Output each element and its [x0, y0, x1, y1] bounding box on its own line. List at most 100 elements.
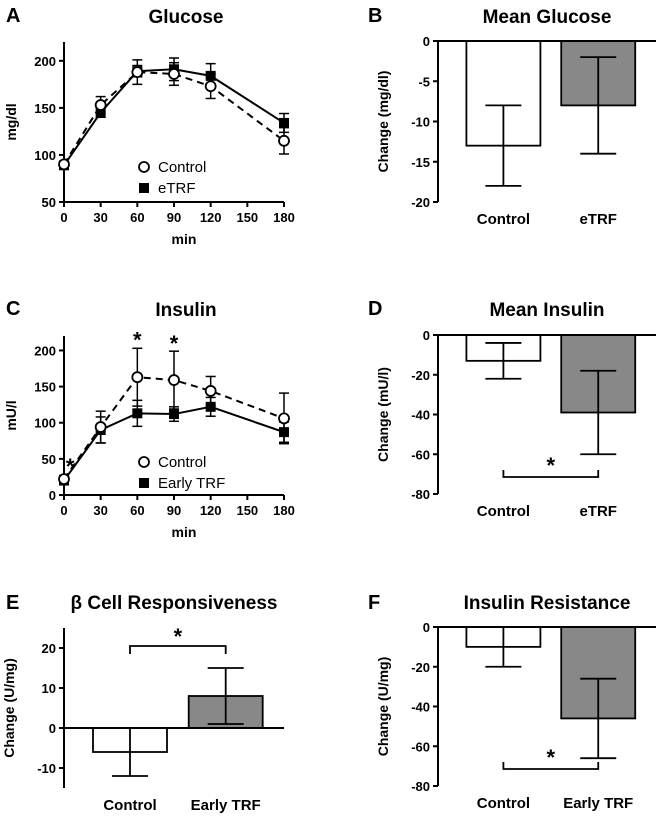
chart-title: Mean Insulin [489, 300, 604, 321]
y-tick-label: -40 [411, 700, 430, 715]
y-tick-label: 0 [423, 620, 430, 635]
y-tick-label: 0 [49, 488, 56, 503]
data-point [278, 134, 290, 147]
significance-bracket: * [502, 745, 600, 770]
series-control [58, 347, 290, 486]
data-point [204, 385, 217, 397]
data-point [169, 409, 179, 420]
series-line [63, 405, 285, 482]
x-tick-label: 60 [130, 210, 144, 225]
data-point [205, 401, 216, 412]
legend-marker [139, 478, 149, 488]
y-tick-label: 200 [34, 343, 56, 358]
significance-star: * [547, 453, 556, 478]
significance-bracket: * [502, 453, 600, 478]
bracket-line [502, 762, 600, 770]
significance-star: * [66, 454, 75, 479]
legend-item: eTRF [139, 180, 196, 197]
legend-marker [138, 456, 150, 468]
chart-panel-c: C Insulin 0 50 100 150 200 0 30 60 90 120 150 180 min m… [3, 298, 295, 540]
data-point [132, 408, 143, 419]
y-tick-label: 0 [49, 721, 56, 736]
panel-letter: F [368, 592, 380, 614]
x-tick-label: 30 [93, 210, 107, 225]
chart-title: Insulin [155, 300, 216, 321]
y-tick-label: 150 [34, 380, 56, 395]
y-tick-label: -80 [411, 779, 430, 794]
y-tick-label: 100 [34, 416, 56, 431]
chart-title: Glucose [149, 7, 224, 28]
x-tick-label: 120 [200, 210, 222, 225]
data-point [278, 412, 290, 425]
category-label: Early TRF [563, 795, 633, 812]
chart-panel-b: B Mean Glucose 0 -5 -10 -15 -20 Change (mg/dl) C… [368, 5, 656, 228]
category-label: Control [477, 795, 530, 812]
panel-letter: B [368, 5, 382, 27]
y-tick-label: 20 [42, 641, 56, 656]
y-tick-label: -20 [411, 195, 430, 210]
panel-letter: A [6, 5, 20, 27]
data-point [131, 371, 144, 384]
y-tick-label: -60 [411, 739, 430, 754]
y-axis-label: Change (mU/l) [375, 367, 391, 462]
category-label: eTRF [579, 211, 617, 228]
legend-label: eTRF [158, 180, 196, 197]
x-tick-label: 180 [273, 503, 295, 518]
legend-item: Control [138, 454, 206, 471]
data-point [279, 117, 289, 128]
panel-letter: C [6, 298, 20, 320]
y-tick-label: 200 [34, 54, 56, 69]
significance-bracket: * [129, 624, 227, 654]
category-label: Control [103, 797, 156, 814]
chart-panel-f: F Insulin Resistance 0 -20 -40 -60 -80 Change (… [368, 592, 656, 812]
x-axis-label: min [172, 231, 197, 247]
data-point [58, 158, 70, 171]
legend-item: Control [138, 159, 206, 176]
y-axis-label: mU/l [3, 400, 19, 430]
y-tick-label: -20 [411, 368, 430, 383]
y-tick-label: -5 [418, 74, 430, 89]
y-axis-label: Change (U/mg) [375, 657, 391, 757]
y-tick-label: -15 [411, 155, 430, 170]
x-tick-label: 150 [236, 503, 258, 518]
y-tick-label: 10 [42, 681, 56, 696]
y-tick-label: -60 [411, 447, 430, 462]
y-axis-label: Change (U/mg) [1, 658, 17, 758]
legend-label: Control [158, 159, 206, 176]
y-tick-label: 100 [34, 148, 56, 163]
series-early-trf [59, 396, 289, 486]
y-tick-label: 0 [423, 34, 430, 49]
category-label: Control [477, 211, 530, 228]
series-line [63, 376, 285, 480]
data-point [131, 66, 144, 79]
y-tick-label: 150 [34, 101, 56, 116]
legend-marker [139, 183, 149, 193]
x-tick-label: 0 [60, 503, 67, 518]
y-axis-label: mg/dl [3, 103, 19, 140]
series-line [63, 71, 285, 165]
legend-label: Early TRF [158, 475, 225, 492]
legend-label: Control [158, 454, 206, 471]
data-point [168, 68, 180, 80]
chart-title: β Cell Responsiveness [71, 593, 278, 614]
data-point [94, 99, 107, 111]
y-tick-label: -10 [411, 115, 430, 130]
legend-marker [138, 161, 150, 173]
data-point [94, 421, 107, 433]
data-point [204, 80, 217, 93]
x-tick-label: 90 [167, 503, 181, 518]
x-tick-label: 60 [130, 503, 144, 518]
y-tick-label: 50 [42, 452, 56, 467]
y-tick-label: 0 [423, 328, 430, 343]
bracket-line [129, 645, 227, 654]
category-label: eTRF [579, 503, 617, 520]
significance-star: * [547, 745, 556, 770]
significance-star: * [174, 624, 183, 649]
data-point [168, 374, 180, 386]
x-tick-label: 120 [200, 503, 222, 518]
significance-star: * [170, 331, 179, 356]
category-label: Early TRF [191, 797, 261, 814]
y-tick-label: -40 [411, 408, 430, 423]
significance-star: * [133, 328, 142, 353]
